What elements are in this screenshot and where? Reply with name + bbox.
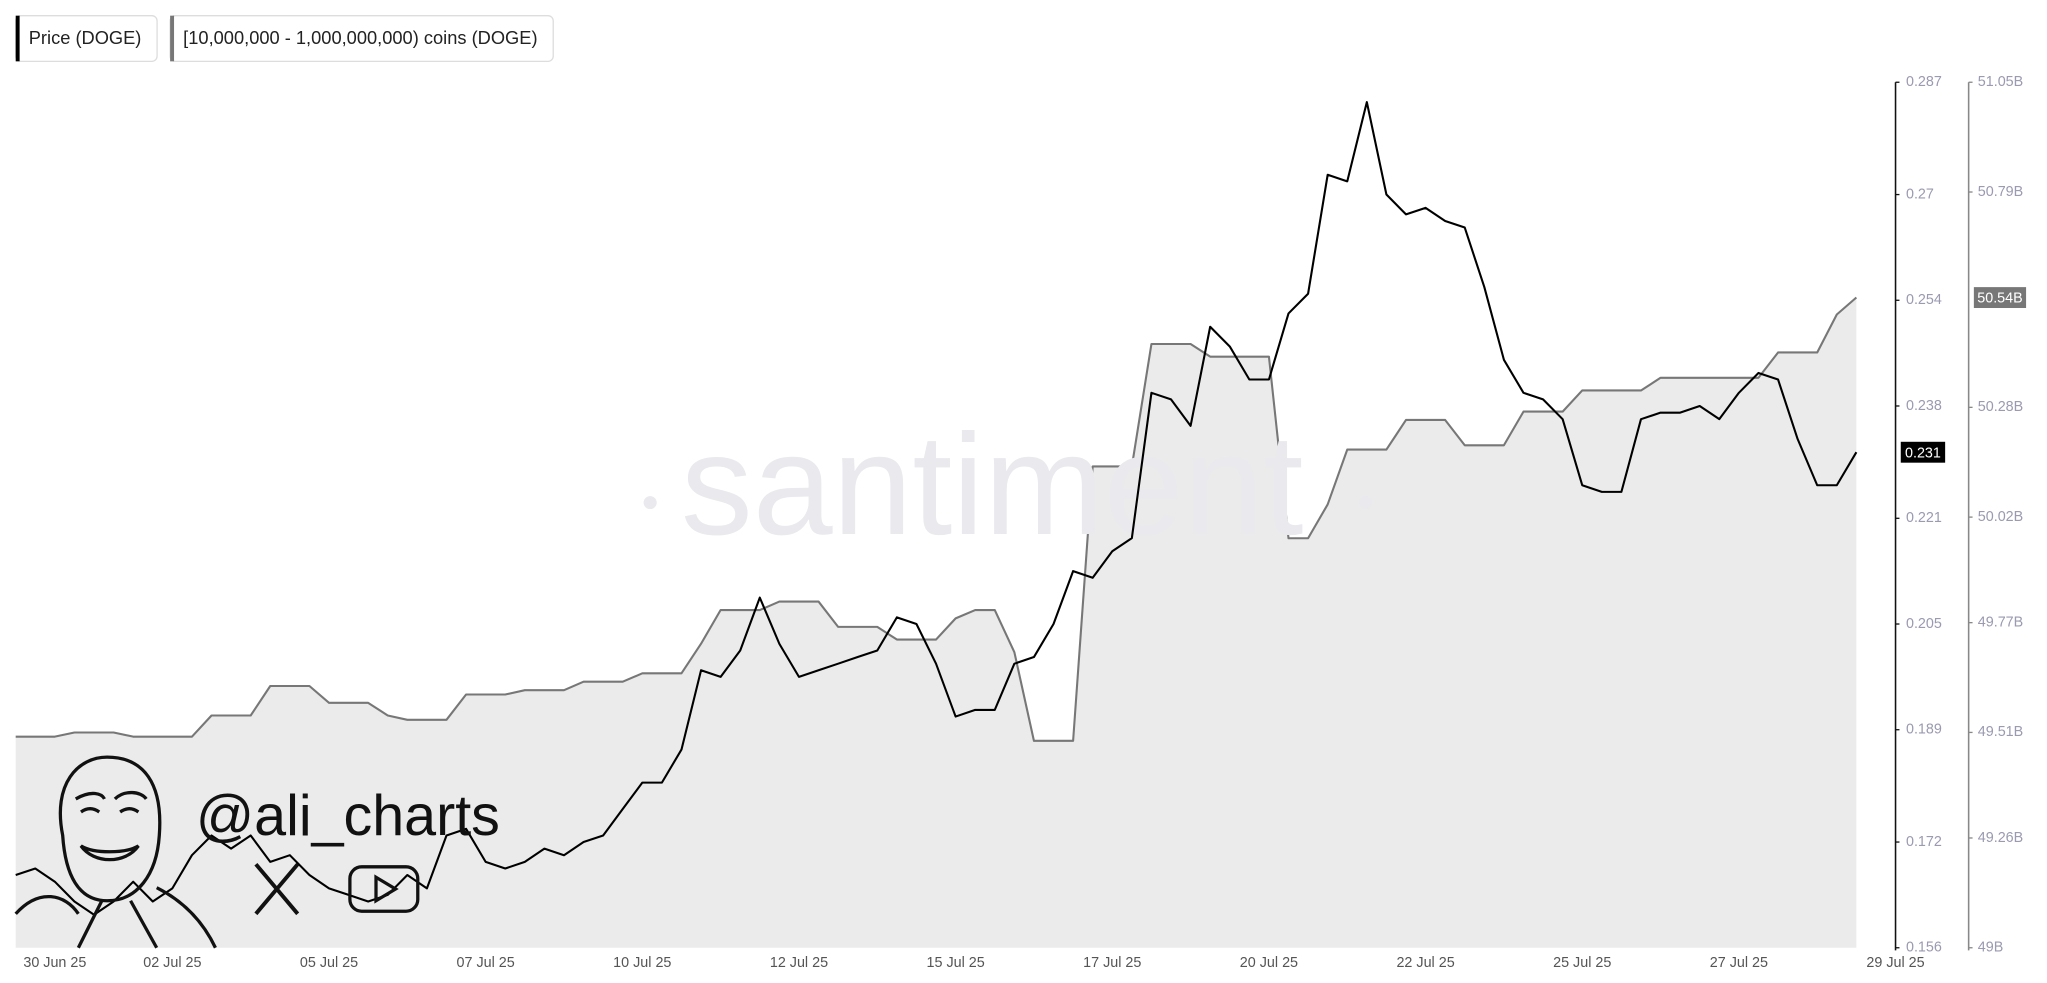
x-tick-label: 25 Jul 25 <box>1553 955 1611 971</box>
eyes <box>80 807 140 814</box>
watermark: santiment <box>681 405 1303 565</box>
last-value-badge <box>1900 441 1946 463</box>
last-value-badge <box>1973 287 2027 309</box>
x-tick-label: 05 Jul 25 <box>300 955 358 971</box>
watermark-dot <box>643 496 657 510</box>
foreground-layer: 0.156 0.172 0.189 0.205 0.221 0.238 0.254 0.27 0… <box>15 74 2027 971</box>
y-tick-label: 0.189 <box>1906 722 1942 738</box>
shoulders <box>14 886 217 949</box>
x-tick-label: 30 Jun 25 <box>23 955 86 971</box>
y2-tick-label: 50.28B <box>1978 399 2023 415</box>
x-tick-label: 29 Jul 25 <box>1866 955 1924 971</box>
y2-tick-label: 50.02B <box>1978 509 2023 525</box>
x-tick-label: 07 Jul 25 <box>457 955 515 971</box>
x-glyph <box>254 862 300 916</box>
x-tick-label: 15 Jul 25 <box>927 955 985 971</box>
author-handle: @ali_charts <box>196 784 500 848</box>
x-tick-label: 12 Jul 25 <box>770 955 828 971</box>
legend-item[interactable]: Price (DOGE) <box>15 15 158 63</box>
y2-tick-label: 51.05B <box>1978 74 2023 90</box>
x-tick-label: 02 Jul 25 <box>143 955 201 971</box>
background-layer <box>15 296 1858 948</box>
y2-tick-label: 49.51B <box>1978 724 2023 740</box>
y-tick-label: 0.221 <box>1906 510 1942 526</box>
y-tick-label: 0.156 <box>1906 940 1942 956</box>
series-line <box>15 101 1858 916</box>
y-tick-label: 0.287 <box>1906 74 1942 90</box>
y2-tick-label: 49B <box>1978 940 2004 956</box>
legend-swatch <box>170 15 175 62</box>
x-icon <box>254 862 300 916</box>
youtube-icon <box>348 865 420 913</box>
face <box>58 755 162 903</box>
y-tick-label: 0.205 <box>1906 616 1942 632</box>
legend-swatch <box>15 15 20 62</box>
area <box>15 297 1857 948</box>
series-line <box>15 296 1858 742</box>
x-tick-label: 10 Jul 25 <box>613 955 671 971</box>
last-value-label: 0.231 <box>1905 445 1941 461</box>
x-tick-label: 22 Jul 25 <box>1396 955 1454 971</box>
x-tick-label: 17 Jul 25 <box>1083 955 1141 971</box>
brows <box>74 790 148 801</box>
y2-tick-label: 49.26B <box>1978 830 2023 846</box>
legend: Price (DOGE) [10,000,000 - 1,000,000,000)… <box>15 15 554 63</box>
y2-tick-label: 49.77B <box>1978 614 2023 630</box>
x-tick-label: 20 Jul 25 <box>1240 955 1298 971</box>
y-tick-label: 0.254 <box>1906 292 1942 308</box>
watermark-dot <box>1358 496 1373 510</box>
yt-frame <box>348 865 420 913</box>
last-value-label: 50.54B <box>1977 291 2022 307</box>
legend-label: [10,000,000 - 1,000,000,000) coins (DOGE… <box>183 27 537 48</box>
x-tick-label: 27 Jul 25 <box>1710 955 1768 971</box>
yt-play <box>374 874 399 904</box>
author-logo <box>14 755 217 949</box>
legend-item[interactable]: [10,000,000 - 1,000,000,000) coins (DOGE… <box>169 15 554 63</box>
y2-tick-label: 50.79B <box>1978 184 2023 200</box>
y-tick-label: 0.172 <box>1906 834 1942 850</box>
y-tick-label: 0.238 <box>1906 398 1942 414</box>
smile <box>79 844 140 862</box>
legend-label: Price (DOGE) <box>29 27 142 48</box>
y-tick-label: 0.27 <box>1906 186 1934 202</box>
